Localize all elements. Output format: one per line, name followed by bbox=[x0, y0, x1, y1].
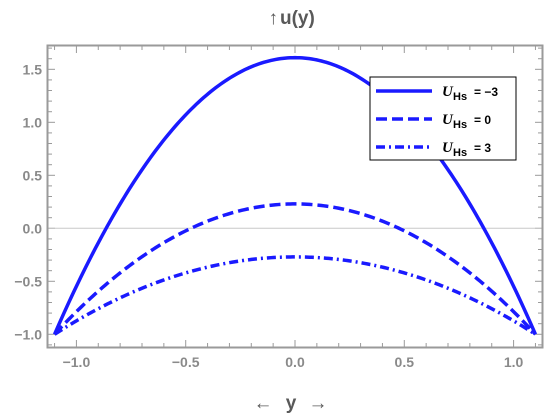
y-tick-label: 0.5 bbox=[23, 167, 43, 183]
series-layer bbox=[52, 55, 538, 336]
series-line-1 bbox=[52, 55, 538, 335]
legend-subscript: Hs bbox=[453, 91, 467, 103]
x-tick-label: 0.5 bbox=[395, 354, 415, 370]
y-tick-label: −0.5 bbox=[14, 273, 42, 289]
y-tick-label: 0.0 bbox=[23, 220, 43, 236]
legend-value: = 0 bbox=[474, 113, 491, 127]
series-line-2 bbox=[53, 202, 537, 336]
y-axis-label: u(y) bbox=[280, 8, 315, 29]
legend-symbol: U bbox=[442, 112, 454, 128]
legend-subscript: Hs bbox=[453, 119, 467, 131]
legend-subscript: Hs bbox=[453, 147, 467, 159]
legend: U Hs = −3U Hs = 0U Hs = 3 bbox=[369, 76, 517, 161]
tick-layer: −1.0 −0.5 0.0 0.5 1.0 −1.0 −0.5 0.0 0.5 1.0 1.5 bbox=[14, 46, 542, 370]
y-tick-label: −1.0 bbox=[14, 326, 42, 342]
x-axis-left-arrow: ← bbox=[254, 393, 273, 414]
series-line-3 bbox=[53, 255, 537, 336]
x-tick-label: −1.0 bbox=[63, 354, 91, 370]
legend-value: = 3 bbox=[474, 141, 491, 155]
y-tick-label: 1.5 bbox=[23, 61, 43, 77]
x-tick-label: 0.0 bbox=[285, 354, 305, 370]
y-tick-label: 1.0 bbox=[23, 114, 43, 130]
legend-symbol: U bbox=[442, 140, 454, 156]
x-axis-right-arrow: → bbox=[309, 393, 328, 414]
y-axis-arrow: ↑ bbox=[269, 8, 279, 29]
legend-value: = −3 bbox=[474, 85, 498, 99]
x-axis-label: y bbox=[286, 393, 297, 414]
x-tick-label: 1.0 bbox=[504, 354, 524, 370]
legend-symbol: U bbox=[442, 84, 454, 100]
x-tick-label: −0.5 bbox=[172, 354, 200, 370]
plot-frame bbox=[46, 44, 544, 349]
